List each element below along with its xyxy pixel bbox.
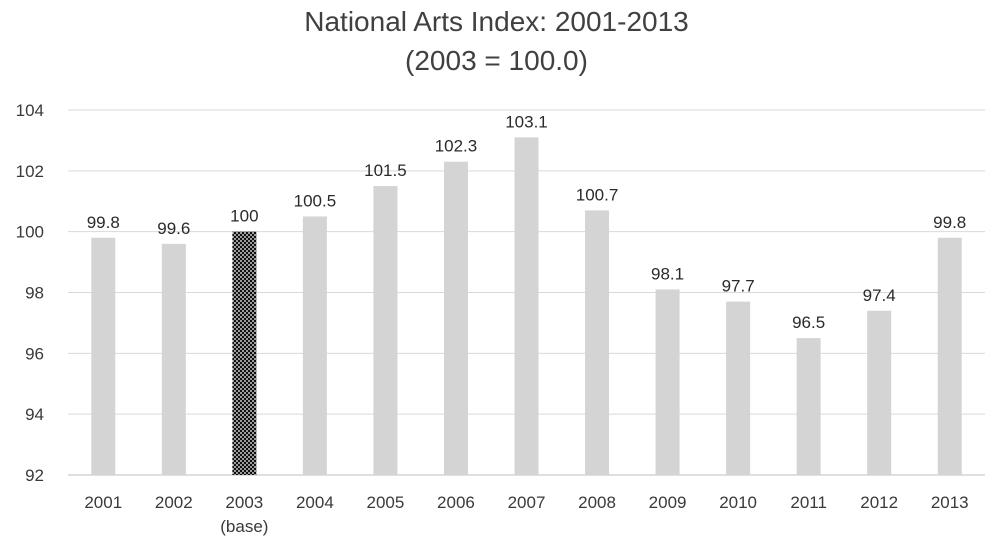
bar-2010: [726, 301, 751, 475]
x-tick-label-2001: 2001: [84, 493, 122, 512]
x-tick-label-2013: 2013: [931, 493, 969, 512]
x-tick-label-2006: 2006: [437, 493, 475, 512]
data-label-2001: 99.8: [87, 213, 120, 232]
bar-2012: [867, 310, 892, 475]
data-label-2003: 100: [230, 207, 258, 226]
data-label-2011: 96.5: [792, 313, 825, 332]
x-tick-label-2009: 2009: [649, 493, 687, 512]
bar-2007: [514, 137, 539, 475]
x-tick-label-2003: 2003: [225, 493, 263, 512]
data-label-2012: 97.4: [863, 286, 896, 305]
data-label-2004: 100.5: [294, 191, 337, 210]
bar-2006: [443, 161, 468, 476]
bar-2011: [796, 338, 821, 475]
y-tick-label-104: 104: [16, 101, 44, 120]
chart-title: National Arts Index: 2001-2013: [304, 6, 689, 37]
x-tick-label-2012: 2012: [860, 493, 898, 512]
data-label-2002: 99.6: [157, 219, 190, 238]
data-label-2007: 103.1: [505, 112, 548, 131]
bar-2005: [373, 186, 398, 475]
bar-2004: [302, 216, 327, 476]
bars: [91, 137, 962, 476]
x-tick-label-2011: 2011: [790, 493, 827, 512]
bar-2008: [585, 210, 610, 475]
bar-2013: [937, 237, 962, 475]
chart-subtitle: (2003 = 100.0): [405, 45, 588, 76]
data-label-2013: 99.8: [933, 213, 966, 232]
data-label-2005: 101.5: [364, 161, 407, 180]
x-sublabel-2003: (base): [220, 517, 268, 536]
labels: 92 94 96 98 100 102 104 99.8 2001 99.6 2002 100 2003…: [16, 101, 969, 536]
x-tick-label-2005: 2005: [367, 493, 405, 512]
x-tick-label-2008: 2008: [578, 493, 616, 512]
x-tick-label-2010: 2010: [719, 493, 757, 512]
y-tick-label-102: 102: [16, 162, 44, 181]
x-tick-label-2007: 2007: [508, 493, 546, 512]
x-tick-label-2004: 2004: [296, 493, 334, 512]
bar-2009: [655, 289, 680, 475]
y-tick-label-100: 100: [16, 223, 44, 242]
bar-2001: [91, 237, 116, 475]
data-label-2008: 100.7: [576, 185, 619, 204]
data-label-2009: 98.1: [651, 264, 684, 283]
bar-2002: [161, 243, 186, 475]
bar-2003: [232, 231, 257, 475]
data-label-2006: 102.3: [435, 137, 478, 156]
y-tick-label-98: 98: [25, 284, 44, 303]
y-tick-label-92: 92: [25, 466, 44, 485]
data-label-2010: 97.7: [722, 277, 755, 296]
y-tick-label-94: 94: [25, 405, 44, 424]
y-tick-label-96: 96: [25, 344, 44, 363]
x-tick-label-2002: 2002: [155, 493, 193, 512]
